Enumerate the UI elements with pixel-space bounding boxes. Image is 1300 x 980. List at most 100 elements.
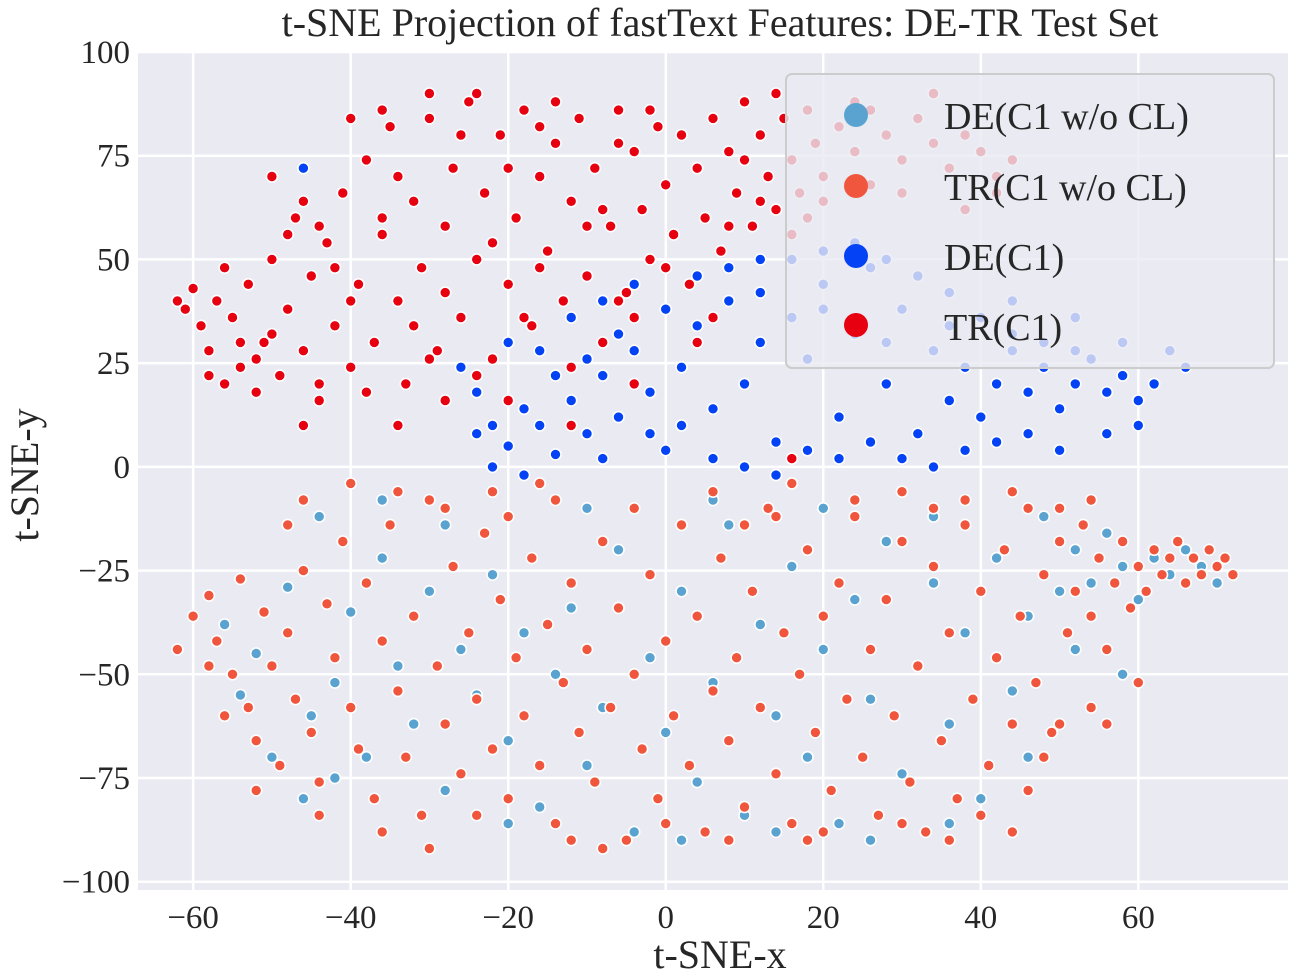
data-point (564, 311, 578, 324)
data-point (1100, 427, 1114, 441)
data-point (824, 784, 838, 797)
data-point (635, 742, 649, 756)
data-point (1037, 750, 1051, 764)
data-point (375, 493, 389, 507)
data-point (407, 195, 421, 208)
data-point (974, 808, 988, 822)
data-point (1116, 667, 1129, 681)
data-point (927, 560, 940, 573)
data-point (1092, 551, 1106, 565)
data-point (501, 817, 515, 830)
data-point (509, 211, 523, 225)
data-point (974, 410, 988, 424)
data-point (580, 501, 594, 515)
data-point (533, 261, 547, 275)
data-point (438, 501, 452, 515)
data-point (226, 311, 239, 324)
data-point (367, 792, 381, 806)
data-point (525, 551, 539, 565)
data-point (312, 510, 326, 523)
data-point (942, 394, 956, 407)
data-point (564, 419, 578, 432)
data-point (533, 120, 547, 133)
data-point (1100, 385, 1114, 399)
data-point (1116, 369, 1129, 382)
x-axis-ticks: −60 −40 −20 0 20 40 60 (167, 900, 1155, 936)
data-point (895, 817, 909, 830)
x-tick-label: −60 (167, 900, 219, 936)
data-point (753, 286, 767, 299)
data-point (1179, 576, 1192, 590)
data-point (186, 282, 200, 295)
data-point (407, 609, 421, 623)
data-point (683, 759, 696, 772)
data-point (249, 385, 263, 399)
data-point (1100, 643, 1114, 656)
x-axis-label: t-SNE-x (653, 932, 786, 977)
data-point (864, 833, 877, 847)
data-point (430, 659, 444, 673)
data-point (541, 618, 554, 631)
data-point (1147, 377, 1161, 391)
data-point (517, 103, 531, 117)
data-point (320, 236, 334, 250)
data-point (722, 518, 736, 532)
data-point (564, 833, 578, 847)
data-point (454, 311, 468, 324)
data-point (927, 501, 940, 515)
data-point (226, 667, 239, 681)
y-tick-label: 75 (97, 139, 130, 175)
data-point (627, 377, 641, 391)
data-point (312, 394, 326, 407)
data-point (297, 564, 310, 577)
data-point (391, 659, 405, 673)
data-point (360, 750, 373, 764)
data-point (375, 228, 389, 241)
data-point (344, 477, 358, 490)
data-point (856, 750, 870, 764)
data-point (580, 427, 594, 441)
data-point (171, 294, 184, 308)
legend-label-de-c1-wo-cl: DE(C1 w/o CL) (944, 96, 1189, 138)
data-point (801, 833, 814, 847)
data-point (1053, 717, 1066, 731)
data-point (549, 667, 562, 681)
data-point (297, 195, 310, 208)
data-point (832, 576, 846, 590)
data-point (210, 294, 224, 308)
data-point (1218, 551, 1232, 565)
data-point (714, 551, 728, 565)
data-point (809, 726, 822, 739)
data-point (344, 294, 358, 308)
data-point (265, 327, 279, 341)
data-point (501, 394, 515, 407)
data-point (328, 771, 342, 785)
data-point (966, 692, 980, 706)
data-point (769, 435, 783, 449)
data-point (588, 161, 602, 175)
data-point (501, 439, 515, 453)
data-point (1132, 593, 1145, 606)
data-point (438, 784, 452, 797)
data-point (769, 468, 783, 482)
data-point (423, 112, 436, 125)
data-point (375, 211, 389, 225)
data-point (1155, 568, 1169, 582)
data-point (383, 120, 397, 133)
data-point (1005, 485, 1019, 499)
data-point (242, 277, 255, 291)
y-tick-label: 0 (114, 450, 131, 486)
data-point (281, 302, 295, 316)
data-point (620, 286, 633, 299)
data-point (588, 775, 602, 789)
data-point (1226, 568, 1240, 582)
data-point (612, 137, 625, 150)
data-point (501, 510, 515, 523)
data-point (887, 709, 901, 723)
legend-marker-tr-c1-wo-cl (844, 174, 868, 198)
data-point (242, 701, 255, 714)
data-point (320, 597, 334, 611)
data-point (399, 750, 413, 764)
data-point (958, 443, 972, 457)
